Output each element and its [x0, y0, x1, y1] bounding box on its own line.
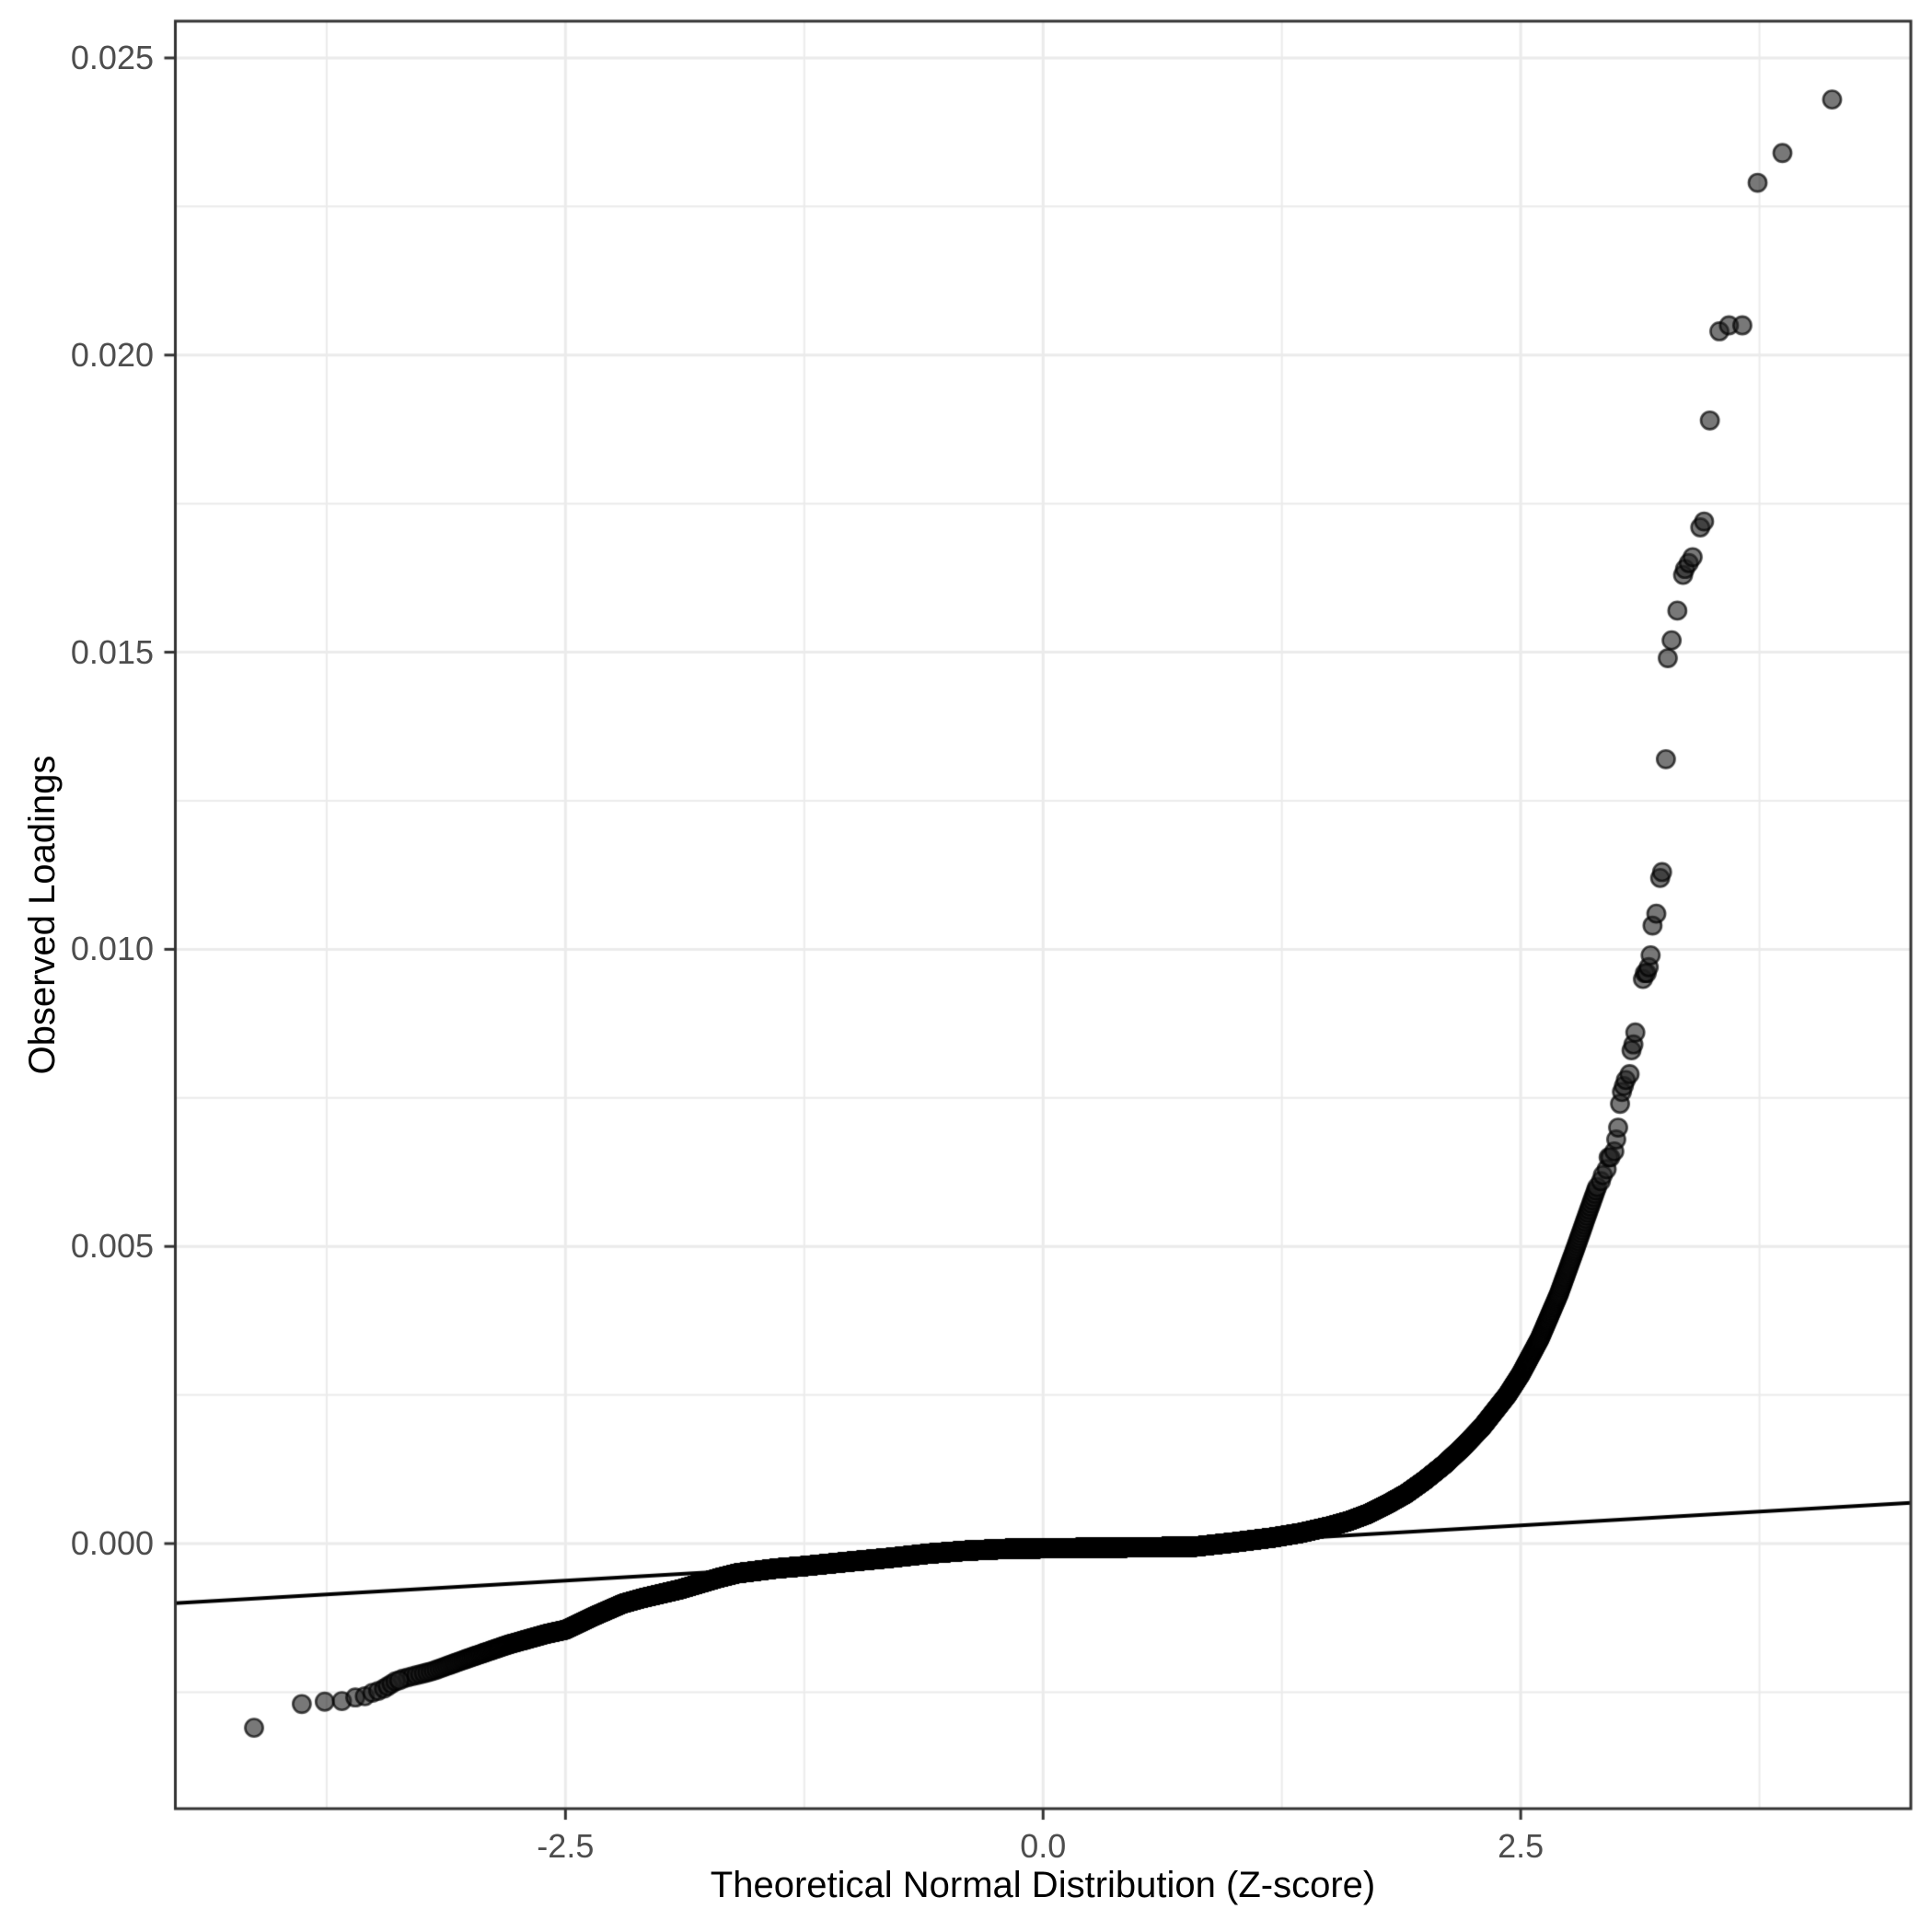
y-tick-label: 0.010 — [70, 930, 154, 968]
y-axis-title: Observed Loadings — [22, 755, 63, 1075]
x-tick-label: 0.0 — [1020, 1827, 1067, 1865]
x-axis-title: Theoretical Normal Distribution (Z-score… — [710, 1865, 1376, 1905]
x-tick-label: -2.5 — [537, 1827, 595, 1865]
y-tick-label: 0.005 — [70, 1227, 154, 1266]
y-tick-label: 0.015 — [70, 632, 154, 671]
y-tick-label: 0.000 — [70, 1523, 154, 1562]
y-tick-label: 0.025 — [70, 38, 154, 76]
y-tick-label: 0.020 — [70, 335, 154, 374]
x-tick-label: 2.5 — [1498, 1827, 1544, 1865]
